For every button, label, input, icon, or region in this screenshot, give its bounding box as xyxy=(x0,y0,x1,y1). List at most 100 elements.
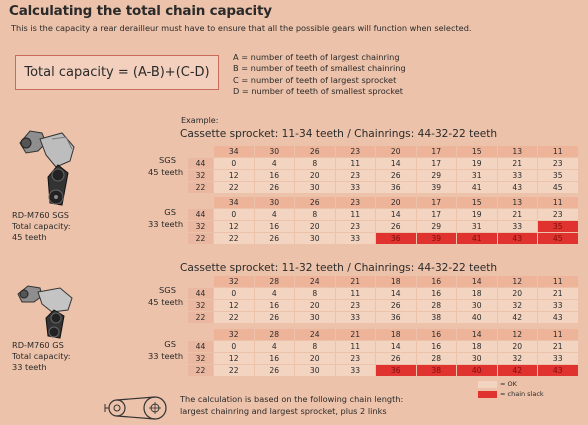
sprocket-header-cell: 34 xyxy=(214,146,254,157)
sprocket-header-cell: 20 xyxy=(376,146,416,157)
capacity-cell: 8 xyxy=(295,158,335,169)
chainring-cell: 32 xyxy=(188,221,213,232)
sprocket-header-cell: 20 xyxy=(376,197,416,208)
capacity-cell-slack: 36 xyxy=(376,365,416,376)
capacity-cell: 26 xyxy=(254,312,294,323)
sprocket-header-row: 34 30 26 23 20 17 15 13 11 xyxy=(188,197,578,208)
chainring-cell: 22 xyxy=(188,312,213,323)
capacity-cell: 20 xyxy=(295,300,335,311)
capacity-cell: 14 xyxy=(376,341,416,352)
capacity-cell: 16 xyxy=(416,341,456,352)
capacity-cell: 30 xyxy=(457,353,497,364)
capacity-cell: 0 xyxy=(214,158,254,169)
formula-text: Total capacity = (A-B)+(C-D) xyxy=(24,65,210,80)
capacity-cell: 33 xyxy=(538,353,578,364)
capacity-cell: 17 xyxy=(416,209,456,220)
capacity-cell-slack: 43 xyxy=(538,365,578,376)
capacity-cell: 21 xyxy=(497,209,537,220)
table-label-gs-1: GS 33 teeth xyxy=(148,207,184,229)
capacity-cell: 8 xyxy=(295,209,335,220)
capacity-cell: 23 xyxy=(335,353,375,364)
capacity-cell: 26 xyxy=(376,353,416,364)
capacity-cell: 28 xyxy=(416,300,456,311)
sprocket-header-cell: 32 xyxy=(214,276,254,287)
section-heading-11-34: Cassette sprocket: 11-34 teeth / Chainri… xyxy=(180,128,498,140)
definition-a: A = number of teeth of largest chainring xyxy=(233,52,400,62)
chainring-cell: 44 xyxy=(188,288,213,299)
capacity-cell: 33 xyxy=(335,233,375,244)
capacity-cell: 45 xyxy=(538,182,578,193)
key-chain-slack: = chain slack xyxy=(478,390,544,398)
sprocket-header-cell: 26 xyxy=(295,197,335,208)
capacity-cell: 21 xyxy=(538,288,578,299)
capacity-cell: 23 xyxy=(335,221,375,232)
sprocket-header-cell: 13 xyxy=(497,197,537,208)
capacity-cell: 8 xyxy=(295,288,335,299)
table-row: 22 22 26 30 33 36 38 40 42 43 xyxy=(188,365,578,376)
capacity-cell: 19 xyxy=(457,209,497,220)
sprocket-header-cell: 23 xyxy=(335,146,375,157)
sprocket-header-cell: 11 xyxy=(538,329,578,340)
sprocket-header-row: 32 28 24 21 18 16 14 12 11 xyxy=(188,276,578,287)
capacity-cell: 33 xyxy=(335,312,375,323)
capacity-cell: 33 xyxy=(538,300,578,311)
capacity-cell: 36 xyxy=(376,312,416,323)
capacity-cell: 12 xyxy=(214,353,254,364)
capacity-cell: 28 xyxy=(416,353,456,364)
chainring-cell: 44 xyxy=(188,209,213,220)
capacity-cell: 22 xyxy=(214,312,254,323)
capacity-cell: 33 xyxy=(335,182,375,193)
capacity-cell: 40 xyxy=(457,312,497,323)
capacity-cell: 0 xyxy=(214,209,254,220)
capacity-cell: 14 xyxy=(376,288,416,299)
table-row: 44 0 4 8 11 14 16 18 20 21 xyxy=(188,288,578,299)
sprocket-header-cell: 15 xyxy=(457,197,497,208)
capacity-cell: 4 xyxy=(254,158,294,169)
table-row: 32 12 16 20 23 26 28 30 32 33 xyxy=(188,353,578,364)
capacity-cell: 43 xyxy=(497,182,537,193)
sprocket-header-cell: 11 xyxy=(538,146,578,157)
chainring-cell: 44 xyxy=(188,158,213,169)
sprocket-header-cell: 32 xyxy=(214,329,254,340)
capacity-cell: 30 xyxy=(295,365,335,376)
sprocket-header-cell: 18 xyxy=(376,276,416,287)
capacity-cell: 20 xyxy=(497,288,537,299)
capacity-cell: 29 xyxy=(416,221,456,232)
capacity-cell: 11 xyxy=(335,288,375,299)
table-row: 32 12 16 20 23 26 28 30 32 33 xyxy=(188,300,578,311)
formula-box: Total capacity = (A-B)+(C-D) xyxy=(15,55,219,90)
sprocket-header-cell: 30 xyxy=(254,146,294,157)
capacity-cell: 26 xyxy=(376,170,416,181)
capacity-cell-slack: 36 xyxy=(376,233,416,244)
capacity-cell: 0 xyxy=(214,341,254,352)
sprocket-header-cell: 14 xyxy=(457,329,497,340)
capacity-cell: 11 xyxy=(335,209,375,220)
sprocket-header-cell: 13 xyxy=(497,146,537,157)
sprocket-header-cell: 11 xyxy=(538,197,578,208)
table-label-sgs-1: SGS 45 teeth xyxy=(148,155,184,177)
sprocket-header-cell: 21 xyxy=(335,276,375,287)
capacity-cell: 30 xyxy=(457,300,497,311)
capacity-cell: 43 xyxy=(538,312,578,323)
sprocket-header-row: 34 30 26 23 20 17 15 13 11 xyxy=(188,146,578,157)
formula-definitions: A = number of teeth of largest chainring… xyxy=(233,52,406,97)
capacity-cell: 26 xyxy=(376,300,416,311)
capacity-cell: 26 xyxy=(254,233,294,244)
capacity-cell: 22 xyxy=(214,233,254,244)
sprocket-header-cell: 26 xyxy=(295,146,335,157)
chainring-cell: 22 xyxy=(188,365,213,376)
capacity-cell: 36 xyxy=(376,182,416,193)
capacity-cell: 8 xyxy=(295,341,335,352)
capacity-cell: 17 xyxy=(416,158,456,169)
definition-c: C = number of teeth of largest sprocket xyxy=(233,74,397,85)
capacity-cell: 30 xyxy=(295,233,335,244)
sprocket-header-cell: 16 xyxy=(416,329,456,340)
capacity-cell: 21 xyxy=(538,341,578,352)
header-corner xyxy=(188,146,213,157)
capacity-cell: 4 xyxy=(254,288,294,299)
table-row: 22 22 26 30 33 36 39 41 43 45 xyxy=(188,233,578,244)
table-row: 32 12 16 20 23 26 29 31 33 35 xyxy=(188,170,578,181)
chainring-cell: 44 xyxy=(188,341,213,352)
capacity-cell: 23 xyxy=(335,300,375,311)
sprocket-header-cell: 30 xyxy=(254,197,294,208)
